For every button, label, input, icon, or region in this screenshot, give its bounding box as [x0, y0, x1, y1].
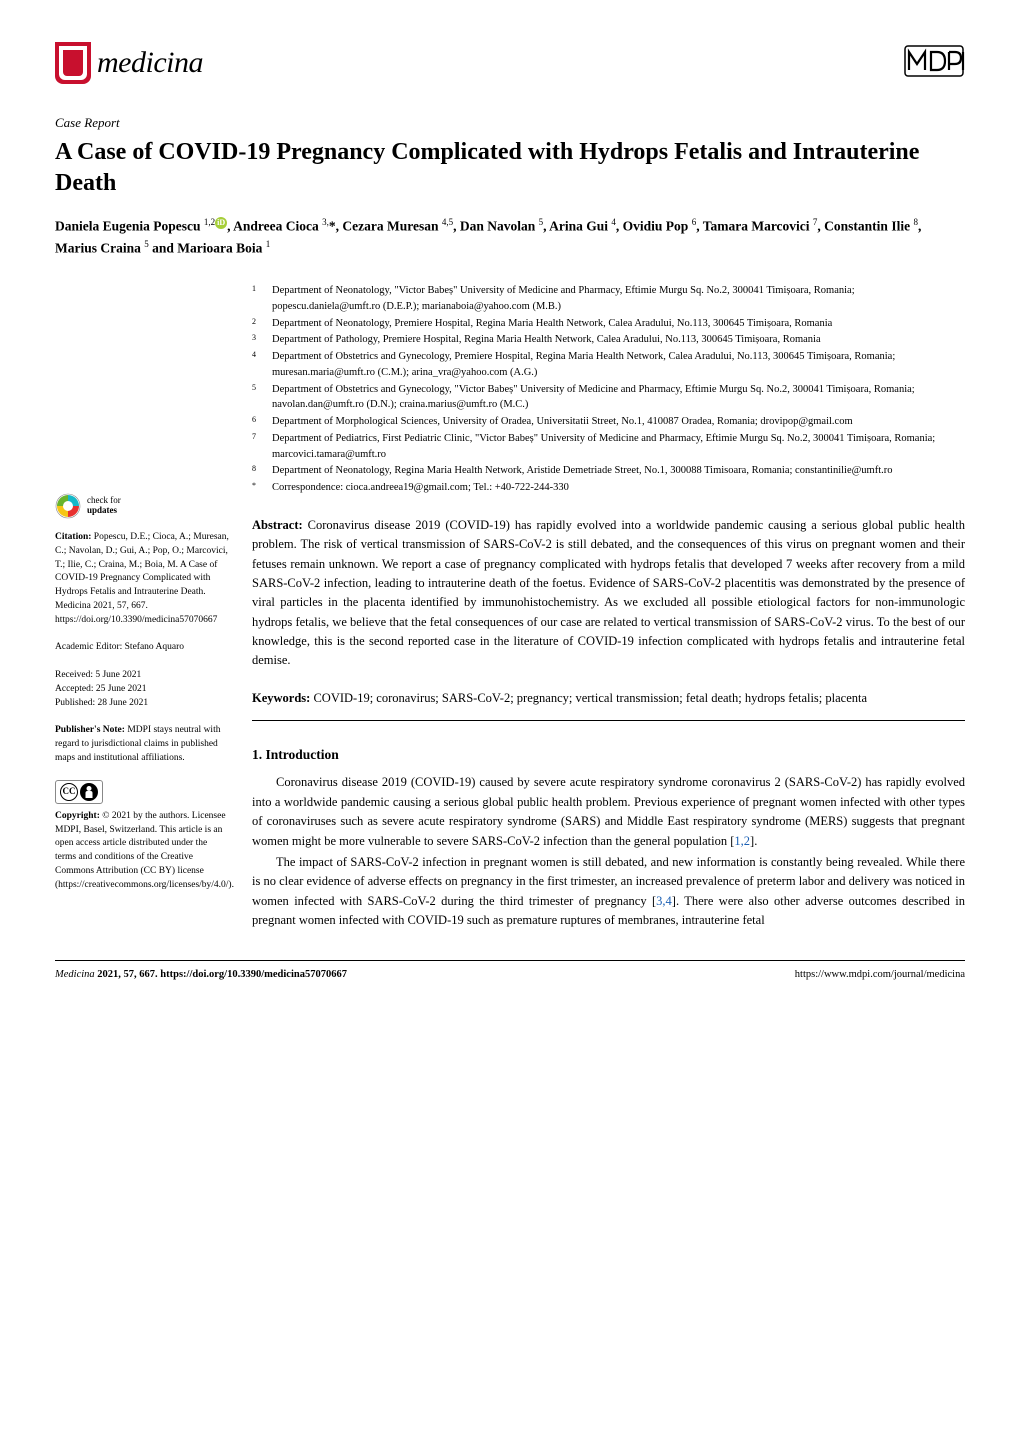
introduction-body: Coronavirus disease 2019 (COVID-19) caus…: [252, 773, 965, 930]
article-dates: Received: 5 June 2021 Accepted: 25 June …: [55, 669, 230, 710]
pubnote-label: Publisher's Note:: [55, 725, 125, 735]
cc-by-icon: CC: [55, 780, 103, 804]
footer-citation: 2021, 57, 667. https://doi.org/10.3390/m…: [95, 969, 347, 980]
main-content: 1Department of Neonatology, "Victor Babe…: [252, 283, 965, 932]
section-divider: [252, 720, 965, 721]
abstract-label: Abstract:: [252, 518, 303, 532]
journal-logo: medicina: [55, 40, 203, 85]
keywords: Keywords: COVID-19; coronavirus; SARS-Co…: [252, 689, 965, 708]
authors-list: Daniela Eugenia Popescu 1,2iD, Andreea C…: [55, 215, 965, 259]
date-received: Received: 5 June 2021: [55, 669, 230, 683]
academic-editor: Academic Editor: Stefano Aquaro: [55, 641, 230, 655]
intro-p1-text: Coronavirus disease 2019 (COVID-19) caus…: [252, 775, 965, 847]
publishers-note: Publisher's Note: MDPI stays neutral wit…: [55, 724, 230, 765]
sidebar: check forupdates Citation: Popescu, D.E.…: [55, 283, 230, 932]
journal-crest-icon: [55, 42, 91, 84]
section-heading-intro: 1. Introduction: [252, 745, 965, 765]
ref-link-1-2[interactable]: 1,2: [734, 834, 750, 848]
affiliation-row: 3Department of Pathology, Premiere Hospi…: [252, 332, 965, 348]
intro-p1-end: ].: [750, 834, 757, 848]
affiliation-row: 1Department of Neonatology, "Victor Babe…: [252, 283, 965, 315]
footer-left: Medicina 2021, 57, 667. https://doi.org/…: [55, 967, 347, 983]
article-type: Case Report: [55, 113, 965, 133]
affiliation-row: 8Department of Neonatology, Regina Maria…: [252, 463, 965, 479]
keywords-label: Keywords:: [252, 691, 310, 705]
citation-text: Popescu, D.E.; Cioca, A.; Muresan, C.; N…: [55, 532, 229, 625]
journal-name: medicina: [97, 40, 203, 85]
footer-journal: Medicina: [55, 969, 95, 980]
mdpi-logo-icon: [903, 40, 965, 80]
affiliation-row: 2Department of Neonatology, Premiere Hos…: [252, 316, 965, 332]
ref-link-3-4[interactable]: 3,4: [656, 894, 672, 908]
check-for-updates[interactable]: check forupdates: [55, 493, 230, 519]
affiliation-row: 5Department of Obstetrics and Gynecology…: [252, 382, 965, 414]
affiliation-row: 6Department of Morphological Sciences, U…: [252, 414, 965, 430]
affiliations-list: 1Department of Neonatology, "Victor Babe…: [252, 283, 965, 496]
copyright-label: Copyright:: [55, 811, 100, 821]
date-accepted: Accepted: 25 June 2021: [55, 683, 230, 697]
header: medicina: [55, 40, 965, 85]
citation-block: Citation: Popescu, D.E.; Cioca, A.; Mure…: [55, 531, 230, 627]
abstract: Abstract: Coronavirus disease 2019 (COVI…: [252, 516, 965, 671]
affiliation-row: 4Department of Obstetrics and Gynecology…: [252, 349, 965, 381]
keywords-text: COVID-19; coronavirus; SARS-CoV-2; pregn…: [313, 691, 867, 705]
check-updates-icon: [55, 493, 81, 519]
page-footer: Medicina 2021, 57, 667. https://doi.org/…: [55, 960, 965, 983]
copyright-text: © 2021 by the authors. Licensee MDPI, Ba…: [55, 811, 234, 890]
footer-right[interactable]: https://www.mdpi.com/journal/medicina: [795, 967, 965, 983]
affiliation-row: *Correspondence: cioca.andreea19@gmail.c…: [252, 480, 965, 496]
abstract-text: Coronavirus disease 2019 (COVID-19) has …: [252, 518, 965, 668]
article-title: A Case of COVID-19 Pregnancy Complicated…: [55, 137, 965, 199]
license-block: CC Copyright: © 2021 by the authors. Lic…: [55, 780, 230, 893]
affiliation-row: 7Department of Pediatrics, First Pediatr…: [252, 431, 965, 463]
citation-label: Citation:: [55, 532, 91, 542]
check-updates-label: check forupdates: [87, 496, 121, 516]
date-published: Published: 28 June 2021: [55, 697, 230, 711]
